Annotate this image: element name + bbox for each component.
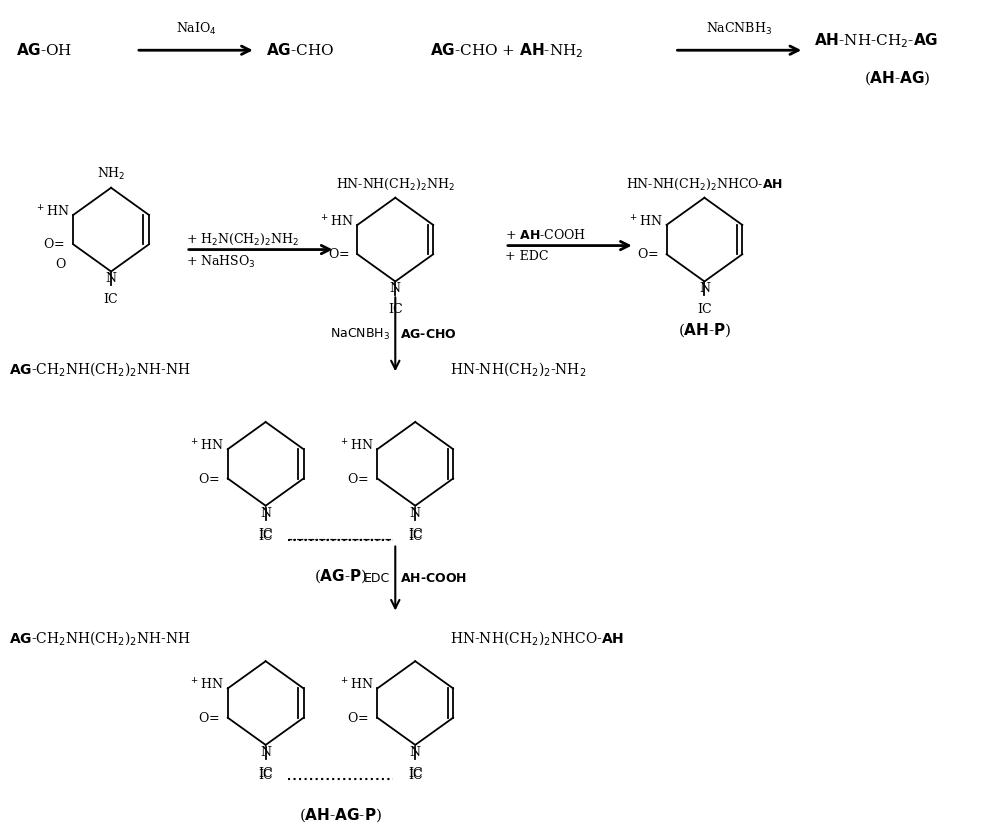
Text: IC: IC bbox=[408, 529, 423, 543]
Text: O$\!=\!$: O$\!=\!$ bbox=[637, 248, 659, 261]
Text: N: N bbox=[260, 507, 271, 519]
Text: HN-NH(CH$_2$)$_2$NH$_2$: HN-NH(CH$_2$)$_2$NH$_2$ bbox=[336, 176, 455, 192]
Text: $^+$HN: $^+$HN bbox=[35, 205, 69, 220]
Text: IC: IC bbox=[258, 529, 273, 543]
Text: $^+$HN: $^+$HN bbox=[319, 214, 353, 230]
Text: IC: IC bbox=[408, 528, 423, 540]
Text: ($\mathbf{AH}$-$\mathbf{AG}$-$\mathbf{P}$): ($\mathbf{AH}$-$\mathbf{AG}$-$\mathbf{P}… bbox=[299, 807, 382, 825]
Text: ($\mathbf{AH}$-$\mathbf{P}$): ($\mathbf{AH}$-$\mathbf{P}$) bbox=[678, 321, 731, 339]
Text: N: N bbox=[390, 283, 401, 295]
Text: IC: IC bbox=[258, 769, 273, 782]
Text: $^+$HN: $^+$HN bbox=[628, 214, 663, 230]
Text: $\mathbf{AG}$-CHO: $\mathbf{AG}$-CHO bbox=[400, 328, 457, 341]
Text: IC: IC bbox=[408, 767, 423, 779]
Text: ($\mathbf{AG}$-$\mathbf{P}$): ($\mathbf{AG}$-$\mathbf{P}$) bbox=[314, 567, 367, 585]
Text: NaCNBH$_3$: NaCNBH$_3$ bbox=[330, 326, 390, 341]
Text: $^+$HN: $^+$HN bbox=[339, 439, 373, 454]
Text: O$\!=\!$: O$\!=\!$ bbox=[198, 711, 220, 725]
Text: NH$_2$: NH$_2$ bbox=[97, 165, 125, 182]
Text: IC: IC bbox=[104, 294, 118, 306]
Text: N: N bbox=[260, 746, 271, 759]
Text: O$\!=\!$: O$\!=\!$ bbox=[347, 711, 369, 725]
Text: N: N bbox=[410, 507, 421, 519]
Text: IC: IC bbox=[258, 528, 273, 540]
Text: IC: IC bbox=[388, 304, 403, 316]
Text: N: N bbox=[106, 273, 117, 285]
Text: N: N bbox=[410, 746, 421, 759]
Text: IC: IC bbox=[408, 769, 423, 782]
Text: O$\!=\!$: O$\!=\!$ bbox=[43, 237, 65, 252]
Text: $\mathbf{AG}$-CH$_2$NH(CH$_2$)$_2$NH-NH: $\mathbf{AG}$-CH$_2$NH(CH$_2$)$_2$NH-NH bbox=[9, 629, 191, 647]
Text: HN-NH(CH$_2$)$_2$-NH$_2$: HN-NH(CH$_2$)$_2$-NH$_2$ bbox=[450, 360, 587, 378]
Text: $\mathbf{AH}$-COOH: $\mathbf{AH}$-COOH bbox=[400, 572, 467, 585]
Text: $^+$HN: $^+$HN bbox=[339, 678, 373, 693]
Text: $\mathbf{AG}$-CHO + $\mathbf{AH}$-NH$_2$: $\mathbf{AG}$-CHO + $\mathbf{AH}$-NH$_2$ bbox=[430, 41, 584, 60]
Text: NaIO$_4$: NaIO$_4$ bbox=[176, 21, 216, 37]
Text: $\mathbf{AG}$-OH: $\mathbf{AG}$-OH bbox=[16, 42, 73, 58]
Text: HN-NH(CH$_2$)$_2$NHCO-$\mathbf{AH}$: HN-NH(CH$_2$)$_2$NHCO-$\mathbf{AH}$ bbox=[626, 176, 783, 192]
Text: IC: IC bbox=[258, 767, 273, 779]
Text: $\mathbf{AG}$-CH$_2$NH(CH$_2$)$_2$NH-NH: $\mathbf{AG}$-CH$_2$NH(CH$_2$)$_2$NH-NH bbox=[9, 360, 191, 378]
Text: + $\mathbf{AH}$-COOH: + $\mathbf{AH}$-COOH bbox=[505, 227, 586, 242]
Text: + EDC: + EDC bbox=[505, 250, 548, 263]
Text: HN-NH(CH$_2$)$_2$NHCO-$\mathbf{AH}$: HN-NH(CH$_2$)$_2$NHCO-$\mathbf{AH}$ bbox=[450, 629, 624, 647]
Text: ($\mathbf{AH}$-$\mathbf{AG}$): ($\mathbf{AH}$-$\mathbf{AG}$) bbox=[864, 70, 931, 87]
Text: O$\!=\!$: O$\!=\!$ bbox=[198, 472, 220, 486]
Text: EDC: EDC bbox=[364, 572, 390, 585]
Text: N: N bbox=[699, 283, 710, 295]
Text: $\mathbf{AH}$-NH-CH$_2$-$\mathbf{AG}$: $\mathbf{AH}$-NH-CH$_2$-$\mathbf{AG}$ bbox=[814, 31, 938, 50]
Text: IC: IC bbox=[697, 304, 712, 316]
Text: + NaHSO$_3$: + NaHSO$_3$ bbox=[186, 253, 255, 269]
Text: NaCNBH$_3$: NaCNBH$_3$ bbox=[706, 21, 772, 37]
Text: $\mathbf{AG}$-CHO: $\mathbf{AG}$-CHO bbox=[266, 42, 334, 58]
Text: O$\!=\!$: O$\!=\!$ bbox=[328, 248, 349, 261]
Text: $^+$HN: $^+$HN bbox=[189, 678, 224, 693]
Text: O: O bbox=[55, 258, 65, 271]
Text: $^+$HN: $^+$HN bbox=[189, 439, 224, 454]
Text: O$\!=\!$: O$\!=\!$ bbox=[347, 472, 369, 486]
Text: + H$_2$N(CH$_2$)$_2$NH$_2$: + H$_2$N(CH$_2$)$_2$NH$_2$ bbox=[186, 232, 299, 248]
